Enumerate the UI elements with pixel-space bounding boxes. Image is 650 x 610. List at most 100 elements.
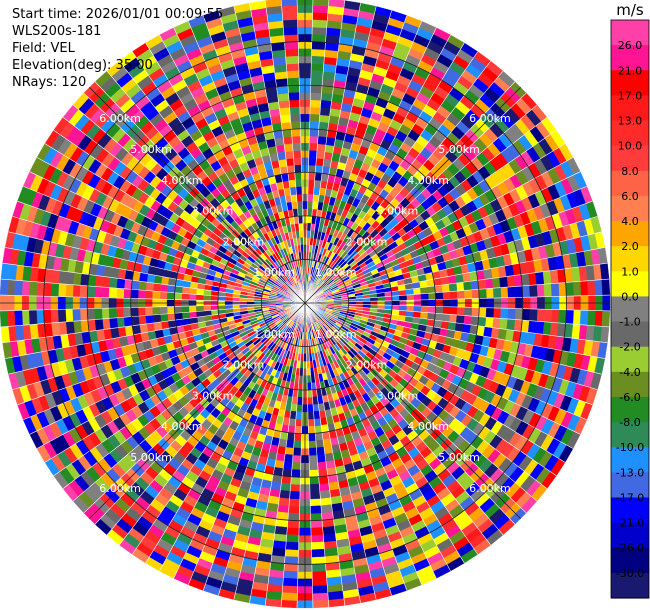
ray-divider: [83, 92, 306, 304]
ray-divider: [23, 302, 306, 420]
ray-divider: [304, 302, 479, 555]
ray-divider: [44, 302, 306, 463]
ray-divider: [304, 302, 346, 606]
colorbar-tick-label: -30.0: [616, 567, 644, 580]
colorbar-tick-label: 13.0: [618, 115, 643, 128]
ray-divider: [62, 117, 306, 304]
ray-divider: [218, 302, 306, 596]
range-ring-label: 4.00km: [161, 420, 203, 433]
ray-divider: [72, 302, 306, 502]
range-ring-label: 3.00km: [377, 205, 419, 218]
range-ring-label: 5.00km: [130, 451, 172, 464]
colorbar-swatch: [611, 396, 649, 423]
colorbar-swatch: [611, 120, 649, 147]
ray-divider: [304, 0, 314, 304]
ray-divider: [304, 302, 581, 435]
colorbar-swatch: [611, 547, 649, 574]
ray-divider: [304, 294, 610, 304]
colorbar-swatch: [611, 195, 649, 222]
ray-divider: [62, 302, 306, 489]
ray-divider: [23, 186, 306, 304]
range-ring-label: 1.00km: [253, 328, 295, 341]
colorbar-tick-label: -13.0: [616, 466, 644, 479]
colorbar-swatch: [611, 447, 649, 473]
ray-divider: [53, 129, 306, 304]
ray-divider: [304, 302, 465, 564]
ray-divider: [304, 302, 314, 608]
ray-divider: [249, 3, 306, 304]
ray-divider: [304, 3, 361, 304]
azimuth-spoke: [89, 87, 306, 304]
colorbar-tick-label: -2.0: [619, 341, 640, 354]
ray-divider: [8, 302, 306, 375]
ray-divider: [304, 129, 557, 304]
ray-divider: [304, 60, 491, 304]
ray-divider: [173, 27, 306, 304]
ray-divider: [249, 302, 306, 603]
ray-divider: [304, 302, 330, 608]
range-ring-label: 6.00km: [99, 112, 141, 125]
ray-divider: [304, 302, 361, 603]
ray-divider: [280, 302, 306, 608]
ray-divider: [106, 302, 306, 536]
range-ring-label: 5.00km: [438, 143, 480, 156]
colorbar-tick-label: 1.0: [621, 265, 639, 278]
nrays-text: NRays: 120: [12, 75, 86, 90]
colorbar-swatch: [611, 522, 649, 549]
colorbar-unit: m/s: [616, 1, 644, 19]
ray-divider: [202, 302, 306, 591]
ray-divider: [53, 302, 306, 477]
ray-divider: [131, 51, 306, 304]
ray-divider: [304, 262, 608, 304]
ray-divider: [304, 302, 538, 502]
colorbar-tick-label: 10.0: [618, 140, 643, 153]
azimuth-spoke: [304, 302, 521, 519]
colorbar-swatch: [611, 271, 649, 298]
ray-divider: [304, 34, 451, 304]
ray-divider: [72, 104, 306, 304]
ray-divider: [159, 34, 306, 304]
colorbar-frame: [610, 19, 650, 599]
ray-divider: [304, 21, 422, 304]
ray-divider: [304, 302, 587, 420]
colorbar-tick-label: -10.0: [616, 441, 644, 454]
ray-divider: [304, 302, 392, 596]
range-ring-label: 1.00km: [315, 266, 357, 279]
ray-divider: [131, 302, 306, 555]
ray-divider: [304, 302, 605, 359]
ray-divider: [304, 302, 516, 525]
ray-divider: [304, 247, 605, 304]
range-ring-label: 3.00km: [192, 389, 234, 402]
range-ring-labels: 1.00km 1.00km 1.00km 1.00km 2.00km 2.00km 2.00…: [99, 112, 510, 495]
colorbar-swatch: [611, 497, 649, 524]
ray-divider: [304, 302, 602, 375]
ray-divider: [304, 171, 581, 304]
range-ring-label: 4.00km: [407, 420, 449, 433]
ray-divider: [304, 302, 437, 579]
ray-divider: [264, 302, 306, 606]
start-time-text: Start time: 2026/01/01 00:09:55: [12, 7, 223, 22]
ray-divider: [304, 302, 408, 591]
ray-divider: [296, 0, 306, 304]
ray-divider: [233, 6, 306, 304]
ray-divider: [304, 92, 527, 304]
ray-divider: [304, 302, 574, 449]
ray-divider: [0, 302, 306, 312]
range-ring-label: 4.00km: [407, 174, 449, 187]
elevation-text: Elevation(deg): 35.00: [12, 58, 153, 73]
colorbar-tick-label: 4.0: [621, 215, 639, 228]
ray-divider: [304, 216, 598, 304]
ray-divider: [304, 302, 598, 390]
ray-divider: [280, 0, 306, 304]
colorbar-tick-label: -17.0: [616, 492, 644, 505]
range-ring-label: 1.00km: [253, 266, 295, 279]
range-ring-label: 5.00km: [438, 451, 480, 464]
ray-divider: [29, 302, 306, 435]
ray-divider: [304, 70, 504, 304]
header-info: Start time: 2026/01/01 00:09:55 WLS200s-…: [12, 7, 223, 90]
colorbar-swatch: [611, 170, 649, 197]
ray-divider: [5, 302, 306, 359]
range-ring-label: 4.00km: [161, 174, 203, 187]
range-ring-label: 3.00km: [192, 205, 234, 218]
